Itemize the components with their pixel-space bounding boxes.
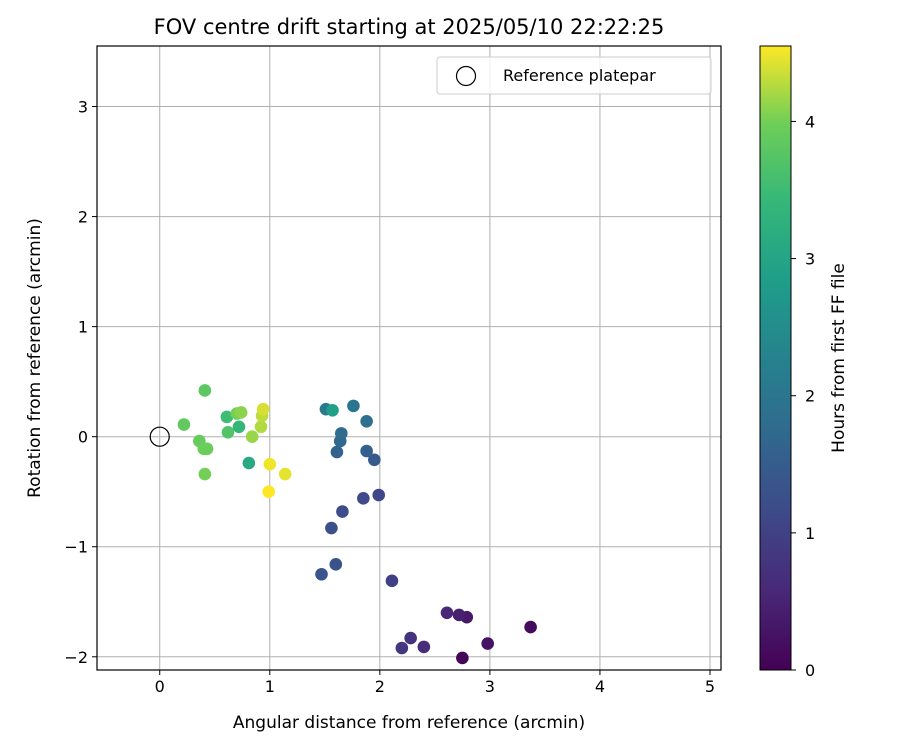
y-tick-label: 1 — [78, 318, 88, 337]
y-axis-label: Rotation from reference (arcmin) — [25, 218, 45, 498]
x-tick-label: 5 — [705, 677, 715, 696]
data-point — [368, 453, 381, 467]
data-point — [417, 640, 431, 654]
colorbar-gradient — [759, 45, 792, 671]
data-point — [404, 631, 417, 645]
y-tick-label: 2 — [78, 208, 88, 227]
data-point — [177, 418, 191, 431]
data-points — [149, 384, 537, 665]
x-tick-label: 0 — [155, 677, 165, 696]
data-point — [456, 651, 469, 665]
data-point — [315, 567, 328, 581]
data-point — [360, 414, 373, 428]
legend-reference-marker — [455, 65, 477, 87]
data-point — [325, 521, 338, 535]
x-tick-label: 4 — [595, 677, 605, 696]
data-point — [481, 637, 494, 650]
colorbar-tick-label: 1 — [805, 524, 815, 543]
colorbar-tick-label: 4 — [805, 112, 815, 131]
data-point — [220, 410, 234, 424]
data-point — [245, 430, 259, 443]
data-point — [262, 485, 275, 499]
data-point — [256, 402, 270, 416]
reference-platepar-marker — [149, 426, 170, 447]
x-axis-label: Angular distance from reference (arcmin) — [233, 713, 585, 733]
legend-box — [436, 56, 712, 95]
legend: Reference platepar — [436, 56, 712, 95]
x-tick-label: 2 — [375, 677, 385, 696]
y-tick-label: −1 — [64, 538, 88, 557]
colorbar-tick-label: 3 — [805, 250, 815, 269]
plot-area-frame — [96, 45, 722, 671]
data-point — [234, 406, 248, 419]
data-point — [198, 384, 212, 397]
data-point — [242, 456, 256, 470]
data-point — [360, 444, 373, 458]
colorbar-tick-label: 0 — [805, 661, 815, 680]
y-tick-label: 0 — [78, 428, 88, 447]
data-point — [440, 606, 454, 620]
x-tick-label: 1 — [265, 677, 275, 696]
legend-entry-reference: Reference platepar — [503, 66, 656, 85]
data-point — [357, 492, 370, 505]
data-point — [330, 445, 344, 459]
data-point — [198, 467, 212, 481]
data-point — [221, 425, 235, 439]
data-point — [372, 488, 386, 502]
data-point — [200, 442, 214, 456]
data-point — [329, 558, 343, 571]
data-point — [278, 467, 292, 481]
x-tick-label: 3 — [485, 677, 495, 696]
axis-ticks: 0 1 2 3 4 5 −2 −1 0 1 2 3 — [64, 98, 715, 696]
data-point — [326, 403, 339, 417]
data-point — [395, 641, 409, 655]
colorbar-tick-label: 2 — [805, 387, 815, 406]
data-point — [263, 457, 277, 471]
data-point — [254, 420, 268, 434]
colorbar-ticks: 0 1 2 3 4 — [791, 112, 815, 680]
grid-lines — [97, 46, 721, 670]
chart-title: FOV centre drift starting at 2025/05/10 … — [154, 15, 665, 39]
y-tick-label: 3 — [78, 98, 88, 117]
data-point — [385, 574, 399, 588]
colorbar: 0 1 2 3 4 Hours from first FF file — [759, 45, 849, 680]
data-point — [347, 399, 360, 413]
data-point — [452, 608, 466, 622]
data-point — [232, 420, 246, 434]
data-point — [336, 505, 349, 518]
colorbar-label: Hours from first FF file — [829, 263, 849, 453]
data-point — [335, 427, 348, 440]
y-tick-label: −2 — [64, 648, 88, 667]
data-point — [524, 620, 537, 634]
